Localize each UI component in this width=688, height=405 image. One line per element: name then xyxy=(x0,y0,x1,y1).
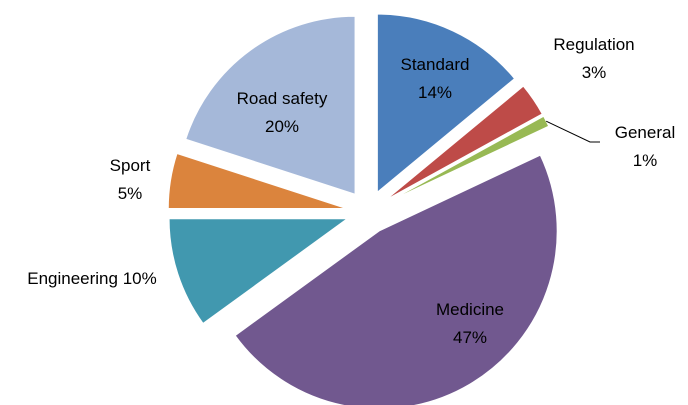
data-label: Sport 5% xyxy=(110,156,151,203)
category-label: General xyxy=(615,123,675,142)
category-label: Sport xyxy=(110,156,151,175)
value-label: 3% xyxy=(582,63,607,82)
pie-slice xyxy=(234,154,558,405)
data-label: Road safety 20% xyxy=(237,89,328,136)
pie-slice xyxy=(387,115,550,203)
category-label: Standard xyxy=(401,55,470,74)
pie-slice xyxy=(376,13,516,194)
data-label: Regulation 3% xyxy=(553,35,634,82)
value-label: 47% xyxy=(453,328,487,347)
value-label: 10% xyxy=(123,269,157,288)
value-label: 20% xyxy=(265,117,299,136)
data-label: Engineering 10% xyxy=(27,269,157,288)
data-label: Standard 14% xyxy=(401,55,470,102)
value-label: 5% xyxy=(118,184,143,203)
value-label: 14% xyxy=(418,83,452,102)
data-label: General 1% xyxy=(615,123,675,170)
category-label: Regulation xyxy=(553,35,634,54)
data-label: Medicine 47% xyxy=(436,300,504,347)
category-label: Road safety xyxy=(237,89,328,108)
leader-line xyxy=(545,120,600,143)
category-label: Medicine xyxy=(436,300,504,319)
pie-slice xyxy=(168,218,349,325)
category-label: Engineering xyxy=(27,269,118,288)
pie-slice xyxy=(385,85,543,201)
pie-slice xyxy=(185,15,356,195)
pie-slice xyxy=(167,152,347,210)
value-label: 1% xyxy=(633,151,658,170)
